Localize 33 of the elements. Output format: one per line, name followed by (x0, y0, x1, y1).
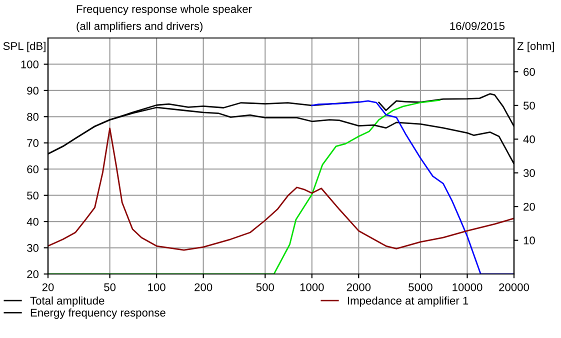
y2-tick-label: 60 (524, 68, 535, 76)
y-tick-label: 90 (27, 86, 39, 95)
y2-tick-label: 40 (523, 135, 535, 144)
y-tick-label: 30 (27, 244, 39, 252)
y-tick-label: 40 (26, 218, 39, 226)
legend-label: Total amplitude (30, 296, 104, 307)
text: 16/09/2015 (450, 22, 505, 30)
y2-tick-label: 10 (524, 236, 535, 244)
x-tick-label: 10000 (452, 283, 482, 292)
y-tick-label: 80 (27, 112, 39, 121)
y-tick-label: 100 (21, 60, 39, 68)
legend-label: Impedance at amplifier 1 (348, 296, 468, 307)
y-axis-title: SPL [dB] (3, 42, 46, 52)
x-tick-label: 1000 (300, 283, 324, 292)
legend-label: Energy frequency response (30, 308, 166, 319)
x-tick-label: 20 (42, 283, 54, 292)
x-tick-label: 50 (104, 283, 116, 292)
y-tick-label: 70 (27, 139, 39, 148)
x-tick-label: 200 (194, 283, 212, 292)
x-tick-label: 5000 (408, 283, 432, 292)
chart-title: Frequency response whole speaker (76, 4, 252, 16)
x-tick-label: 20000 (499, 283, 530, 292)
y2-axis-title: Z [ohm] (517, 42, 554, 52)
y2-tick-label: 50 (523, 102, 535, 110)
x-tick-label: 100 (148, 283, 166, 292)
y2-tick-label: 20 (524, 202, 535, 211)
chart-subtitle: (all amplifiers and drivers) (76, 22, 203, 32)
y2-tick-label: 30 (523, 169, 535, 177)
y-tick-label: 20 (27, 270, 39, 278)
y-tick-label: 50 (27, 192, 39, 200)
x-tick-label: 2000 (346, 283, 371, 292)
x-tick-label: 500 (256, 283, 274, 292)
y-tick-label: 60 (27, 165, 39, 174)
